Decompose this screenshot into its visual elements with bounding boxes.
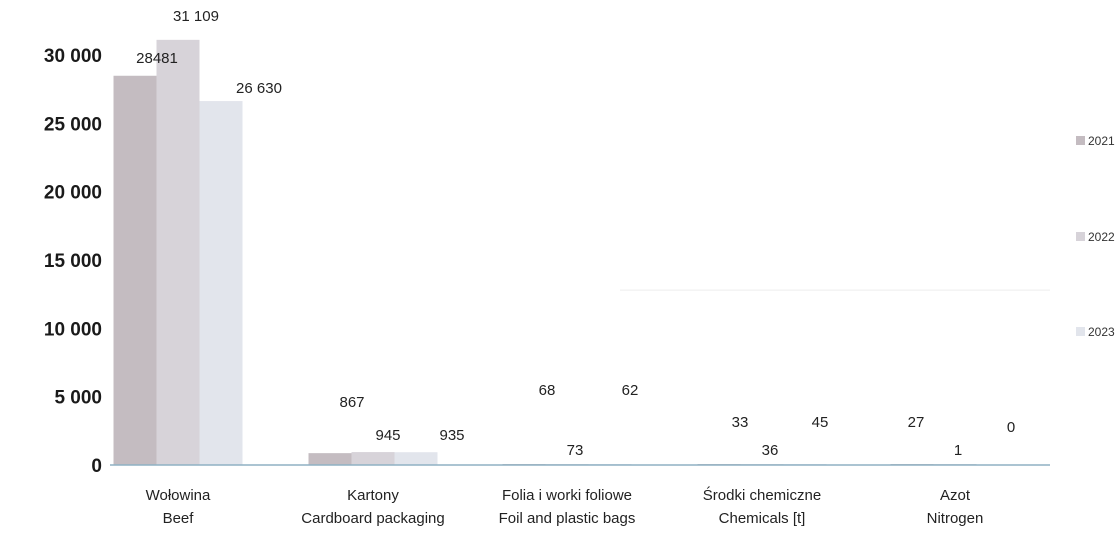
bar-2023-1 xyxy=(394,452,438,465)
legend-swatch-2021 xyxy=(1076,136,1085,145)
data-label: 867 xyxy=(339,394,364,411)
bar-2022-1 xyxy=(351,452,395,465)
data-label: 36 xyxy=(762,442,779,459)
data-label: 28481 xyxy=(136,50,178,67)
y-tick-label: 20 000 xyxy=(44,183,102,204)
data-label: 33 xyxy=(732,414,749,431)
data-label: 1 xyxy=(954,442,962,459)
y-tick-label: 15 000 xyxy=(44,251,102,272)
legend-swatch-2023 xyxy=(1076,327,1085,336)
bar-2021-0 xyxy=(113,75,157,465)
data-label: 73 xyxy=(567,442,584,459)
category-label-pl: Środki chemiczne xyxy=(703,486,821,504)
bar-2022-0 xyxy=(156,39,200,466)
legend-label: 2021 xyxy=(1088,134,1115,148)
data-label: 62 xyxy=(622,382,639,399)
y-tick-label: 5 000 xyxy=(54,388,102,409)
data-label: 945 xyxy=(375,427,400,444)
data-label: 935 xyxy=(439,427,464,444)
y-tick-label: 10 000 xyxy=(44,319,102,340)
legend-swatch-2022 xyxy=(1076,232,1085,241)
y-tick-label: 25 000 xyxy=(44,114,102,135)
data-label: 68 xyxy=(539,382,556,399)
legend-label: 2023 xyxy=(1088,325,1115,339)
bar-2021-1 xyxy=(308,453,352,465)
data-label: 0 xyxy=(1007,419,1015,436)
category-label-pl: Folia i worki foliowe xyxy=(502,487,632,504)
y-tick-label: 30 000 xyxy=(44,46,102,67)
y-tick-label: 0 xyxy=(91,456,102,477)
category-label-en: Beef xyxy=(163,510,195,527)
data-label: 26 630 xyxy=(236,80,282,97)
category-label-en: Cardboard packaging xyxy=(301,510,444,527)
category-label-pl: Kartony xyxy=(347,487,399,504)
bar-2023-0 xyxy=(199,101,243,465)
category-label-pl: Wołowina xyxy=(146,487,211,504)
category-label-en: Foil and plastic bags xyxy=(499,510,636,527)
data-label: 45 xyxy=(812,414,829,431)
data-label: 27 xyxy=(908,414,925,431)
category-label-en: Chemicals [t] xyxy=(719,510,806,527)
category-label-en: Nitrogen xyxy=(927,510,984,527)
category-label-pl: Azot xyxy=(940,487,971,504)
legend-label: 2022 xyxy=(1088,230,1115,244)
data-label: 31 109 xyxy=(173,8,219,25)
